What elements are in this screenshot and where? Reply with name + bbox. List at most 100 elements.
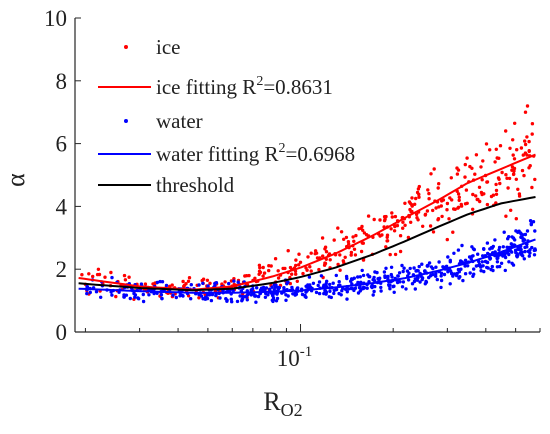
- plot-area: [74, 18, 540, 333]
- water-point: [94, 290, 99, 294]
- water-point: [99, 295, 103, 299]
- water-point: [213, 281, 217, 286]
- water-point: [286, 280, 290, 284]
- water-point: [431, 266, 435, 271]
- water-point: [401, 280, 406, 284]
- y-tick-label: 0: [56, 320, 68, 345]
- water-point: [412, 279, 417, 284]
- water-point: [358, 289, 362, 293]
- ice-point: [471, 192, 475, 197]
- water-point: [522, 257, 526, 261]
- water-point: [308, 283, 312, 287]
- water-point: [209, 298, 214, 303]
- water-point: [379, 289, 383, 293]
- water-point: [396, 274, 400, 278]
- water-point: [264, 286, 269, 290]
- water-point: [400, 285, 405, 289]
- water-point: [346, 287, 351, 291]
- ice-point: [436, 186, 440, 190]
- water-point: [407, 271, 411, 275]
- ice-point: [354, 233, 358, 238]
- water-point: [365, 286, 369, 290]
- ice-point: [349, 253, 353, 257]
- ice-point: [485, 180, 489, 184]
- ice-point: [432, 167, 436, 171]
- ice-point: [456, 168, 461, 172]
- water-point: [110, 293, 114, 297]
- ice-point: [398, 249, 403, 254]
- water-point: [345, 276, 349, 281]
- water-point: [427, 275, 431, 280]
- ice-point: [403, 201, 407, 205]
- ice-point: [455, 172, 460, 176]
- water-point: [402, 266, 406, 270]
- water-point: [284, 298, 288, 302]
- ice-point: [463, 175, 467, 179]
- threshold-curve: [78, 196, 536, 292]
- ice-point: [431, 208, 435, 213]
- water-point: [439, 278, 444, 283]
- water-point: [339, 293, 343, 297]
- ice-point: [431, 230, 436, 234]
- water-point: [322, 291, 326, 296]
- water-point: [282, 286, 286, 290]
- ice-point: [123, 278, 128, 282]
- water-point: [427, 261, 432, 265]
- ice-point: [359, 249, 364, 254]
- water-point: [532, 253, 537, 257]
- water-point: [528, 219, 533, 223]
- ice-point: [481, 159, 485, 163]
- water-point: [240, 299, 244, 303]
- ice-point: [273, 257, 278, 261]
- water-point: [485, 265, 489, 270]
- ice-point: [416, 187, 421, 191]
- water-point: [132, 291, 136, 296]
- legend-water-fit-label: water fitting R2=0.6968: [156, 141, 355, 166]
- ice-point: [493, 160, 497, 164]
- water-point: [224, 297, 228, 301]
- ice-point: [342, 237, 346, 241]
- water-point: [515, 255, 519, 259]
- water-point: [370, 283, 374, 288]
- ice-point: [308, 265, 312, 269]
- ice-point: [414, 212, 419, 217]
- water-point: [442, 272, 447, 277]
- water-point: [495, 260, 500, 264]
- ice-point: [457, 195, 461, 199]
- ice-point: [530, 185, 534, 190]
- water-point: [523, 232, 528, 237]
- ice-point: [437, 182, 441, 186]
- ice-point: [508, 146, 512, 150]
- ice-point: [445, 237, 449, 242]
- ice-point: [223, 280, 227, 284]
- water-point: [332, 291, 336, 296]
- water-point: [479, 269, 483, 273]
- water-point: [429, 273, 433, 277]
- water-point: [506, 237, 510, 241]
- ice-point: [332, 238, 336, 242]
- water-point: [155, 280, 160, 285]
- ice-point: [520, 168, 525, 173]
- ice-point: [321, 254, 325, 258]
- ice-point: [425, 209, 430, 213]
- water-point: [180, 293, 184, 298]
- water-point: [456, 248, 461, 252]
- water-point: [530, 245, 534, 250]
- ice-point: [474, 153, 479, 157]
- ice-point: [122, 273, 127, 278]
- water-point: [434, 271, 438, 276]
- ice-point: [527, 139, 531, 144]
- ice-point: [511, 138, 515, 142]
- ice-point: [451, 230, 455, 234]
- ice-point: [410, 209, 414, 214]
- ice-point: [515, 148, 519, 152]
- ice-point: [440, 199, 444, 203]
- legend-ice-fit-label: ice fitting R2=0.8631: [156, 74, 333, 99]
- water-point: [418, 280, 422, 284]
- water-point: [379, 285, 383, 290]
- ice-point: [498, 144, 503, 148]
- water-point: [412, 266, 416, 270]
- water-point: [439, 274, 443, 278]
- ice-point: [410, 196, 414, 200]
- ice-point: [290, 272, 294, 276]
